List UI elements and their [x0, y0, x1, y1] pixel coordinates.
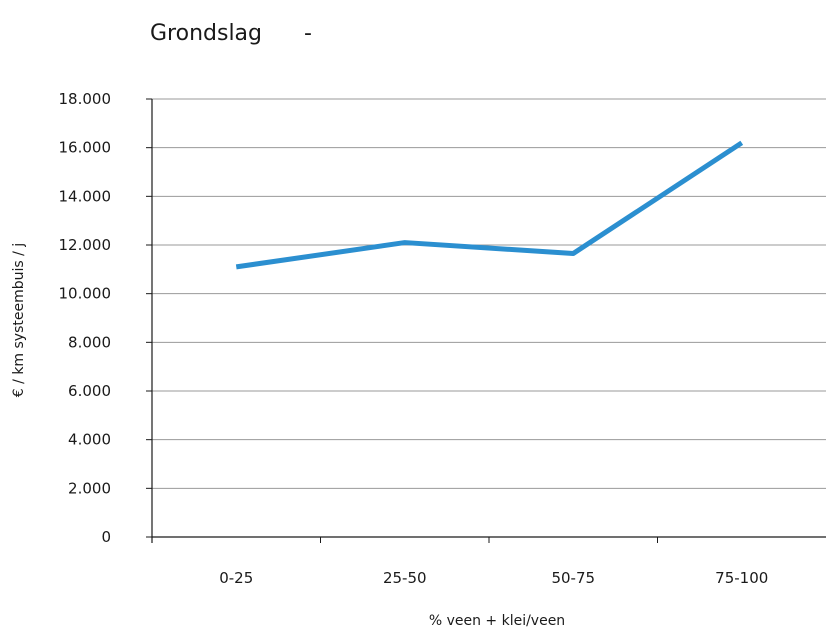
y-tick-label: 16.000: [59, 139, 112, 157]
x-tick-label: 75-100: [715, 569, 768, 587]
x-tick-label: 0-25: [219, 569, 253, 587]
x-tick-label: 25-50: [383, 569, 427, 587]
y-tick-label: 0: [101, 528, 111, 546]
y-tick-label: 18.000: [59, 90, 112, 108]
y-tick-label: 8.000: [68, 333, 111, 351]
gridlines: [146, 98, 826, 538]
axes: [151, 99, 826, 543]
x-axis-title: % veen + klei/veen: [429, 613, 565, 629]
y-tick-labels: 0 2.000 4.000 6.000 8.000 10.000 12.000 14.000 1…: [59, 90, 112, 546]
chart-title: Grondslag -: [150, 21, 312, 46]
y-tick-label: 6.000: [68, 382, 111, 400]
x-tick-labels: 0-25 25-50 50-75 75-100: [219, 569, 768, 587]
y-tick-label: 10.000: [59, 285, 112, 303]
series: [235, 140, 744, 270]
y-tick-label: 4.000: [68, 431, 111, 449]
x-tick-label: 50-75: [551, 569, 595, 587]
y-tick-label: 12.000: [59, 236, 112, 254]
y-axis-title: € / km systeembuis / j: [11, 243, 27, 397]
y-tick-label: 2.000: [68, 479, 111, 497]
y-tick-label: 14.000: [59, 187, 112, 205]
series-line: [235, 140, 744, 270]
